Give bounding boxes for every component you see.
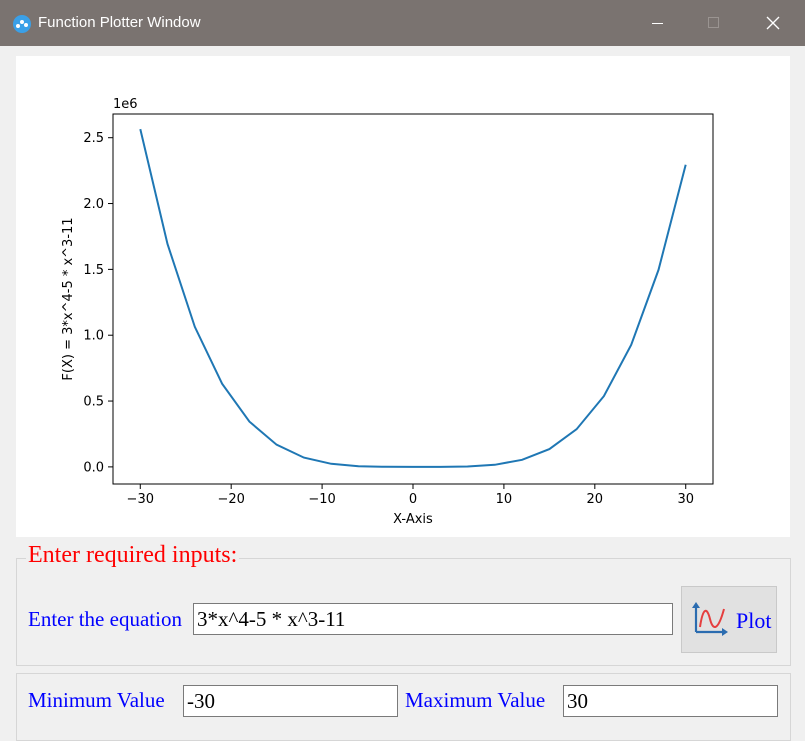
max-value-input[interactable]	[563, 685, 778, 717]
y-axis-label: F(X) = 3*x^4-5 * x^3-11	[61, 217, 76, 380]
chart-curve-icon	[692, 602, 728, 636]
app-dots-icon	[13, 15, 31, 33]
title-bar: Function Plotter Window	[0, 0, 805, 46]
min-value-input[interactable]	[183, 685, 398, 717]
close-icon	[766, 16, 780, 30]
y-tick-label: 2.5	[83, 131, 104, 146]
y-tick-label: 1.0	[83, 329, 104, 344]
x-tick-label: 20	[587, 492, 604, 507]
y-tick-label: 2.0	[83, 197, 104, 212]
x-tick-label: −30	[127, 492, 154, 507]
maximize-button[interactable]	[686, 0, 744, 46]
x-tick-label: −10	[308, 492, 335, 507]
y-tick-label: 1.5	[83, 263, 104, 278]
y-tick-label: 0.0	[83, 460, 104, 475]
minimize-icon	[652, 23, 663, 24]
close-button[interactable]	[744, 0, 802, 46]
x-tick-label: −20	[217, 492, 244, 507]
window-title: Function Plotter Window	[38, 14, 201, 31]
x-tick-label: 0	[409, 492, 417, 507]
function-chart: −30 −20 −10 0 10 20 30 0.00.51.01.52.02.5 1e6 …	[61, 97, 714, 527]
equation-label: Enter the equation	[28, 607, 182, 631]
plot-button-label: Plot	[736, 608, 772, 633]
min-value-label: Minimum Value	[28, 688, 165, 712]
max-value-label: Maximum Value	[405, 688, 546, 712]
x-tick-label: 10	[496, 492, 513, 507]
x-axis-label: X-Axis	[393, 512, 433, 527]
plot-button[interactable]: Plot	[681, 586, 777, 653]
plot-canvas: −30 −20 −10 0 10 20 30 0.0 0.5 1.0 1.5 2.0 2.5 1e6 …	[16, 56, 790, 537]
x-tick-label: 30	[677, 492, 694, 507]
inputs-group-title: Enter required inputs:	[26, 542, 240, 569]
y-offset-label: 1e6	[113, 97, 138, 112]
maximize-icon	[708, 17, 719, 28]
function-curve	[139, 128, 687, 468]
y-tick-label: 0.5	[83, 395, 104, 410]
equation-input[interactable]	[193, 603, 673, 635]
axes-frame	[112, 113, 714, 485]
minimize-button[interactable]	[628, 0, 686, 46]
